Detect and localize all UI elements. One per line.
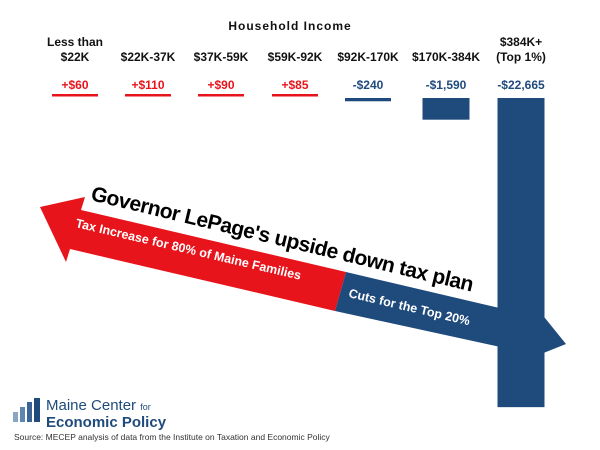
increase-bar (52, 94, 98, 97)
tax-cut-arrow (335, 272, 566, 364)
logo: Maine Center for Economic Policy (12, 398, 166, 430)
category-label: $37K-59K (194, 50, 249, 64)
cut-bar (422, 98, 470, 120)
logo-name-line2: Economic Policy (46, 414, 167, 431)
value-label: +$60 (61, 78, 88, 92)
increase-bar (198, 94, 244, 97)
category-labels: Less than$22K $22K-37K $37K-59K $59K-92K $92… (47, 35, 546, 64)
household-income-title: Household Income (228, 19, 351, 33)
logo-for: for (140, 402, 151, 412)
logo-name-line1: Maine Center (46, 397, 137, 414)
value-label: -$1,590 (426, 78, 467, 92)
maine-center-logo-icon (13, 398, 40, 422)
cut-bar (345, 98, 391, 102)
value-label: +$90 (207, 78, 234, 92)
category-label: $59K-92K (268, 50, 323, 64)
value-label: -$22,665 (497, 78, 545, 92)
value-label: +$85 (281, 78, 308, 92)
increase-bar (125, 94, 171, 97)
increase-bar (272, 94, 318, 97)
value-labels: +$60 +$110 +$90 +$85 -$240 -$1,590 -$22,665 (61, 78, 545, 92)
category-label: $92K-170K (337, 50, 399, 64)
source-note: Source: MECEP analysis of data from the … (14, 432, 330, 442)
category-label: $22K (61, 50, 90, 64)
category-label: $170K-384K (412, 50, 480, 64)
category-label: $22K-37K (121, 50, 176, 64)
category-label: $384K+ (500, 35, 542, 49)
value-label: -$240 (353, 78, 384, 92)
tax-increase-arrow (40, 197, 346, 311)
value-label: +$110 (131, 78, 164, 92)
category-label: (Top 1%) (496, 50, 546, 64)
category-label: Less than (47, 35, 103, 49)
